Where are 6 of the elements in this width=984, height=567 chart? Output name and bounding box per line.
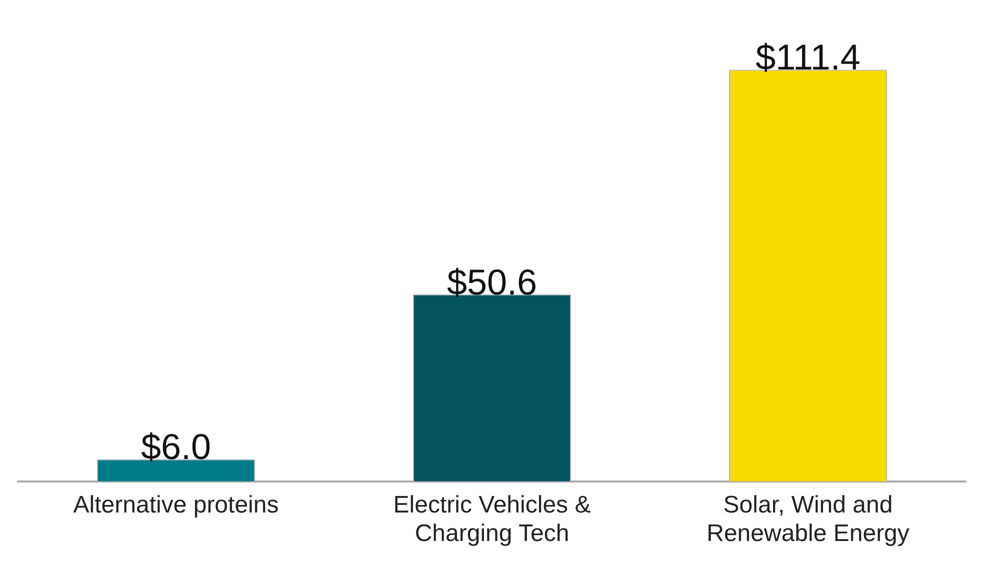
x-tick-label: Electric Vehicles & Charging Tech [393,491,591,548]
data-label: $6.0 [140,426,212,468]
x-tick-label: Solar, Wind and Renewable Energy [706,491,910,548]
data-label: $50.6 [446,261,538,302]
data-label: $111.4 [756,36,860,78]
x-tick-label: Alternative proteins [73,491,279,518]
